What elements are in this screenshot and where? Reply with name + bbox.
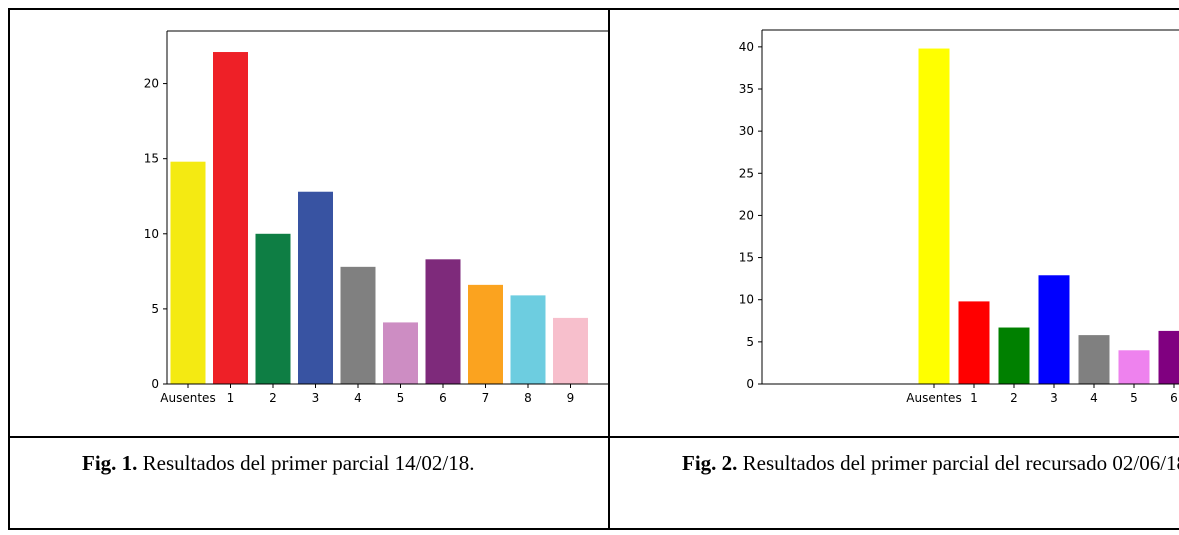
figure-1-bar-chart: 0 5 10 15 20 Ausentes 1 2 3 4 5 6 7 8 9: [144, 30, 608, 405]
y-tick-label: 0: [746, 377, 754, 391]
bar-5: [1118, 350, 1150, 384]
x-tick-label: 8: [524, 391, 532, 405]
x-tick-label: 9: [567, 391, 575, 405]
figure-1-caption: Fig. 1. Resultados del primer parcial 14…: [22, 444, 588, 482]
figure-1-caption-label: Fig. 1.: [82, 451, 138, 475]
y-tick-label: 15: [144, 152, 159, 166]
bar-1: [958, 301, 990, 384]
bar-3: [298, 191, 333, 384]
figure-1-cell: 0 5 10 15 20 Ausentes 1 2 3 4 5 6 7 8 9: [10, 10, 608, 434]
y-tick-label: 0: [151, 377, 159, 391]
x-tick-label: 1: [227, 391, 235, 405]
figure-2-caption: Fig. 2. Resultados del primer parcial de…: [622, 444, 1179, 482]
x-tick-label: 4: [354, 391, 362, 405]
bar-8: [510, 295, 546, 384]
y-tick-label: 25: [739, 166, 754, 180]
y-tick-label: 30: [739, 124, 754, 138]
y-tick-label: 10: [739, 293, 754, 307]
bar-7: [468, 284, 503, 384]
y-tick-label: 20: [144, 77, 159, 91]
bar-ausentes: [918, 48, 950, 385]
bar-6: [425, 259, 461, 384]
x-tick-label: 2: [269, 391, 277, 405]
y-tick-label: 5: [746, 335, 754, 349]
x-tick-label: Ausentes: [906, 391, 961, 405]
bar-2: [998, 327, 1030, 384]
x-tick-label: 6: [1170, 391, 1178, 405]
x-tick-label: 5: [397, 391, 405, 405]
figure-2-bar-chart: 0510152025303540Ausentes12345678910: [739, 29, 1179, 405]
y-tick-label: 35: [739, 82, 754, 96]
y-tick-label: 10: [144, 227, 159, 241]
bar-1: [213, 52, 248, 385]
x-tick-label: 6: [439, 391, 447, 405]
table-divider-horizontal: [8, 436, 1179, 438]
bar-5: [383, 322, 418, 384]
y-tick-label: 20: [739, 208, 754, 222]
figure-2-caption-label: Fig. 2.: [682, 451, 738, 475]
bar-4: [1078, 335, 1110, 384]
figure-2-caption-text: Resultados del primer parcial del recurs…: [737, 451, 1179, 475]
bar-4: [340, 266, 376, 384]
x-tick-label: 3: [1050, 391, 1058, 405]
bar-3: [1038, 275, 1070, 384]
table-divider-vertical: [608, 8, 610, 530]
figure-table: [8, 8, 1179, 530]
x-tick-label: 4: [1090, 391, 1098, 405]
x-tick-label: Ausentes: [160, 391, 215, 405]
x-tick-label: 7: [482, 391, 490, 405]
y-tick-label: 15: [739, 251, 754, 265]
x-tick-label: 5: [1130, 391, 1138, 405]
figure-1-caption-text: Resultados del primer parcial 14/02/18.: [137, 451, 475, 475]
y-tick-label: 5: [151, 302, 159, 316]
y-tick-label: 40: [739, 40, 754, 54]
bar-2: [255, 233, 291, 384]
bar-6: [1158, 330, 1179, 384]
bar-9: [553, 317, 588, 384]
figure-2-cell: 0510152025303540Ausentes12345678910: [610, 10, 1179, 434]
x-tick-label: 2: [1010, 391, 1018, 405]
bar-ausentes: [170, 161, 206, 384]
x-tick-label: 1: [970, 391, 978, 405]
x-tick-label: 3: [312, 391, 320, 405]
